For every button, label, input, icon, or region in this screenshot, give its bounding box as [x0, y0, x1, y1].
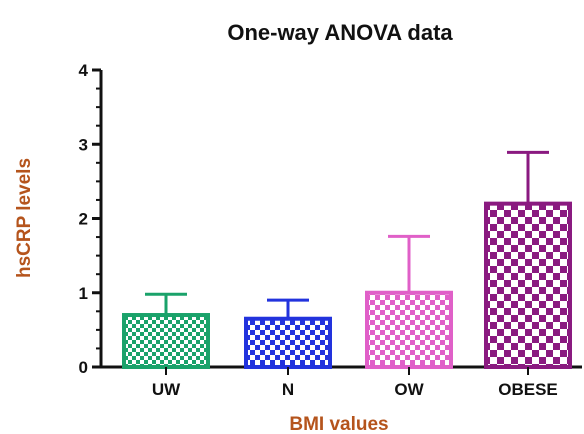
y-tick-label: 1 [79, 284, 88, 303]
bar-n [244, 316, 332, 369]
y-axis-label: hsCRP levels [14, 158, 35, 278]
bar-obese [484, 201, 572, 369]
x-axis-label: BMI values [289, 414, 388, 434]
plot-area: 0 1 2 3 4 UW N OW OBESE [79, 61, 582, 399]
x-tick-label: OW [394, 380, 424, 399]
y-tick-label: 2 [79, 210, 88, 229]
x-tick-label: OBESE [498, 380, 558, 399]
y-tick-label: 3 [79, 135, 88, 154]
y-tick-label: 4 [79, 61, 89, 80]
x-tick-label: N [282, 380, 294, 399]
y-tick-label: 0 [79, 358, 88, 377]
chart-title: One-way ANOVA data [227, 20, 453, 45]
bar-uw [122, 313, 210, 369]
x-tick-label: UW [152, 380, 181, 399]
bar-ow [365, 290, 453, 369]
